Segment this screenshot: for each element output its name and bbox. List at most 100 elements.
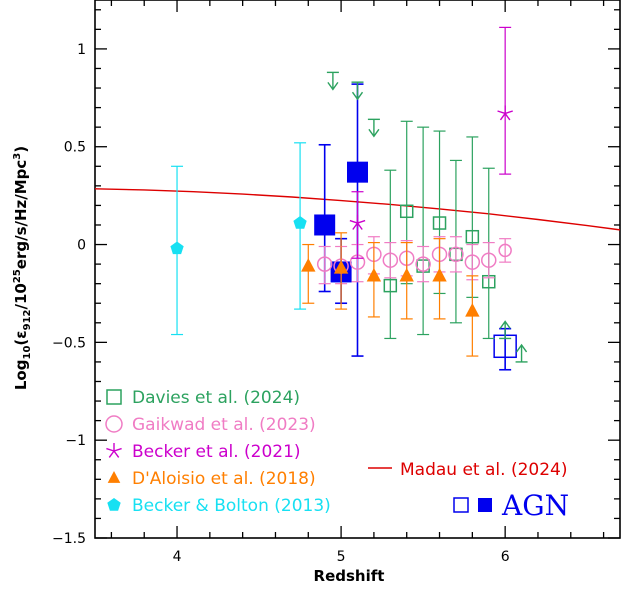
star-arm <box>504 113 511 121</box>
star-arm <box>504 110 513 115</box>
data-point <box>399 204 414 219</box>
limit-head <box>499 320 511 329</box>
series-d-aloisio-et-al-2018- <box>301 232 480 357</box>
error-bar <box>499 26 512 175</box>
y-axis-title: Log10(ε912/1025erg/s/Hz/Mpc3) <box>12 146 33 390</box>
y-axis-title-log: Log <box>12 360 30 391</box>
y-axis-title-mid: /10 <box>12 283 30 309</box>
upper-limit-arrow <box>326 71 339 91</box>
y-axis-title-sup25: 25 <box>12 269 23 283</box>
series-becker-bolton-2013- <box>170 142 307 336</box>
legend-label: Gaikwad et al. (2023) <box>132 415 316 435</box>
error-bar <box>302 243 315 304</box>
limit-head <box>351 91 364 101</box>
data-point <box>464 254 481 270</box>
star-arm <box>357 219 366 224</box>
data-point <box>415 256 431 272</box>
limit-head <box>327 81 339 91</box>
lower-limit-arrow <box>515 343 528 363</box>
y-tick-label: −1 <box>65 433 86 449</box>
data-point <box>432 267 447 282</box>
legend-marker <box>106 443 122 458</box>
y-axis-title-close: ) <box>12 146 30 153</box>
data-point <box>293 216 307 229</box>
error-bar <box>351 191 364 259</box>
star-arm <box>497 110 506 115</box>
data-point <box>170 241 184 255</box>
data-point <box>383 278 398 293</box>
legend-agn-label: AGN <box>501 489 569 522</box>
y-axis-title-open: (ε <box>12 330 30 345</box>
y-axis-title-sub912: 912 <box>22 309 33 330</box>
data-point <box>448 246 464 263</box>
data-point <box>347 161 368 183</box>
limit-head <box>368 128 380 138</box>
x-tick-label: 6 <box>501 549 510 565</box>
series-agn <box>314 83 517 371</box>
error-bar <box>318 245 331 285</box>
data-point <box>498 243 512 258</box>
y-axis-title-sub10: 10 <box>22 346 33 360</box>
star-arm <box>349 219 358 224</box>
upper-limit-arrow <box>351 81 364 101</box>
series-becker-et-al-2021- <box>349 26 513 259</box>
data-points-layer <box>170 26 528 371</box>
y-tick-label: 1 <box>77 42 86 58</box>
legend-marker <box>105 415 123 433</box>
data-point <box>382 252 399 268</box>
data-point <box>432 216 447 230</box>
error-bar <box>482 241 495 279</box>
data-point <box>497 105 513 121</box>
y-axis-title-sup3: 3 <box>12 153 23 160</box>
upper-limit-arrow <box>367 118 380 138</box>
y-tick-label: −1.5 <box>52 531 86 547</box>
legend-label: Becker & Bolton (2013) <box>132 496 331 516</box>
legend-label: Davies et al. (2024) <box>132 388 300 408</box>
legend-marker <box>106 389 122 405</box>
y-tick-label: 0 <box>77 238 86 254</box>
error-bar <box>499 238 512 263</box>
legend-label: D'Aloisio et al. (2018) <box>132 469 316 489</box>
limit-head <box>515 343 528 353</box>
star-arm <box>106 447 115 452</box>
legend-label: Becker et al. (2021) <box>132 442 301 462</box>
data-point <box>333 260 349 274</box>
lower-limit-arrow <box>499 320 512 340</box>
error-bar <box>384 241 397 279</box>
x-tick-label: 5 <box>337 549 346 565</box>
y-tick-label: 0.5 <box>64 140 86 156</box>
y-axis-title-units: erg/s/Hz/Mpc <box>12 160 30 270</box>
legend-agn-filled-marker <box>478 498 492 512</box>
data-point <box>301 258 316 272</box>
model-curve <box>94 188 621 231</box>
model-curve-layer <box>94 188 621 231</box>
data-point <box>314 214 336 236</box>
data-point <box>481 252 497 268</box>
error-bar <box>449 236 462 273</box>
axes: 4 5 6 −1.5 −1 −0.5 0 0.5 1 <box>52 0 620 565</box>
data-point <box>366 267 382 282</box>
error-bar <box>417 245 430 283</box>
star-arm <box>113 447 122 452</box>
x-axis-title: Redshift <box>314 567 385 585</box>
data-point <box>349 215 366 230</box>
legend: Davies et al. (2024) Gaikwad et al. (2023… <box>105 388 569 522</box>
x-tick-label: 4 <box>173 549 182 565</box>
legend-marker <box>107 471 121 483</box>
star-arm <box>356 222 363 230</box>
error-bar <box>417 126 430 336</box>
legend-model-label: Madau et al. (2024) <box>400 460 567 480</box>
error-bar <box>466 243 479 281</box>
data-point <box>465 229 480 244</box>
legend-agn-open-marker <box>453 497 469 513</box>
star-arm <box>108 450 115 458</box>
star-arm <box>499 113 506 121</box>
legend-marker <box>107 498 121 511</box>
plot-frame <box>94 0 621 539</box>
data-point <box>399 267 414 282</box>
data-point <box>465 303 480 317</box>
star-arm <box>113 450 120 458</box>
data-point <box>316 256 333 272</box>
star-arm <box>352 222 359 230</box>
